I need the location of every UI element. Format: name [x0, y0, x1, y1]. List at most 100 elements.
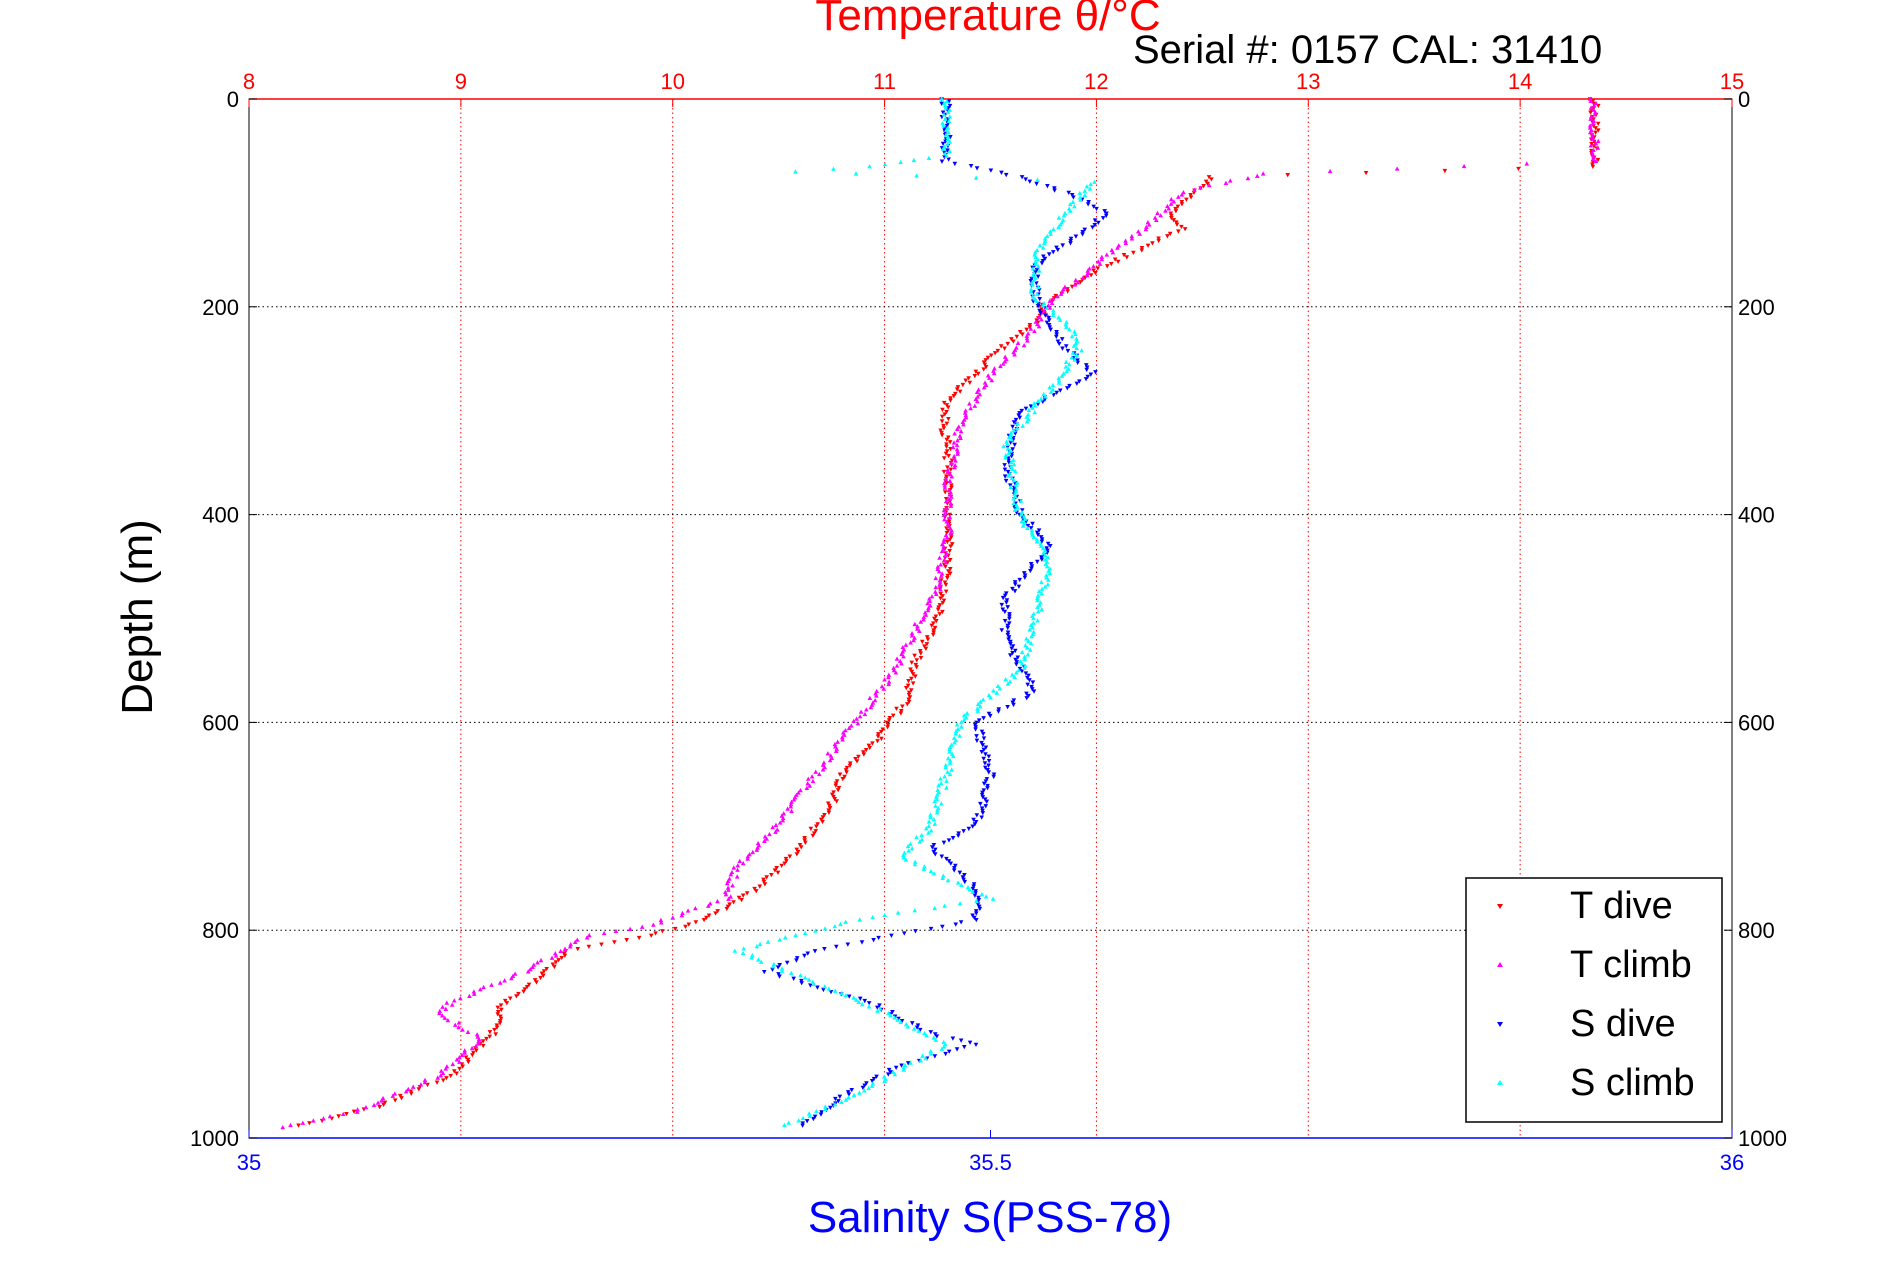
data-point	[983, 382, 989, 387]
data-point	[1188, 195, 1194, 200]
data-point	[1077, 195, 1083, 200]
data-point	[945, 769, 950, 774]
data-point	[1013, 487, 1019, 492]
data-point	[932, 821, 938, 826]
data-point	[1595, 121, 1601, 126]
data-point	[1025, 645, 1030, 650]
data-point	[914, 665, 919, 670]
data-point	[405, 1086, 411, 1092]
data-point	[1054, 332, 1059, 337]
data-point	[948, 567, 953, 572]
data-point	[745, 856, 750, 861]
data-point	[1040, 245, 1046, 250]
data-point	[1057, 388, 1063, 393]
data-point	[931, 630, 936, 635]
data-point	[914, 834, 919, 840]
data-point	[612, 940, 617, 945]
data-point	[980, 808, 985, 813]
data-point	[1075, 358, 1080, 363]
data-point	[1039, 579, 1044, 585]
data-point	[957, 389, 963, 394]
data-point	[1020, 423, 1026, 428]
data-point	[1588, 116, 1594, 121]
data-point	[437, 1008, 443, 1014]
data-point	[1019, 649, 1025, 655]
data-point	[876, 732, 881, 737]
data-point	[460, 1027, 465, 1032]
data-point	[779, 863, 784, 869]
data-point	[1201, 184, 1206, 189]
data-point	[1590, 156, 1596, 161]
data-point	[1004, 598, 1010, 603]
data-point	[379, 1098, 384, 1103]
data-point	[941, 544, 946, 549]
data-point	[939, 159, 945, 164]
data-point	[1054, 390, 1060, 396]
data-point	[947, 747, 952, 752]
data-point	[1588, 143, 1594, 148]
data-point	[1588, 105, 1594, 110]
data-point	[942, 483, 948, 488]
data-point	[1056, 224, 1061, 229]
data-point	[886, 1010, 891, 1016]
data-point	[1285, 173, 1291, 178]
data-point	[440, 1078, 446, 1083]
data-point	[1121, 253, 1127, 258]
data-point	[1029, 280, 1035, 285]
data-point	[1003, 172, 1009, 178]
data-point	[457, 1066, 462, 1072]
data-point	[944, 481, 949, 486]
data-point	[804, 785, 810, 791]
data-point	[489, 982, 494, 987]
data-point	[1070, 199, 1076, 204]
data-point	[1017, 411, 1022, 416]
data-point	[1013, 482, 1019, 487]
data-point	[1176, 229, 1181, 234]
data-point	[1015, 655, 1021, 660]
data-point	[998, 363, 1003, 369]
data-point	[1078, 197, 1083, 202]
data-point	[1144, 224, 1149, 229]
data-point	[1059, 373, 1065, 378]
data-point	[942, 485, 948, 490]
data-point	[1042, 584, 1048, 589]
data-point	[686, 922, 692, 927]
data-point	[575, 946, 581, 952]
data-point	[470, 1053, 475, 1058]
data-point	[1090, 225, 1095, 230]
data-point	[442, 1015, 448, 1020]
data-point	[1063, 322, 1069, 327]
data-point	[967, 887, 972, 892]
data-point	[945, 109, 951, 115]
data-point	[449, 1002, 455, 1007]
data-point	[1085, 268, 1091, 273]
data-point	[833, 748, 839, 754]
data-point	[953, 922, 959, 927]
data-point	[991, 772, 997, 777]
data-point	[931, 817, 937, 822]
data-point	[1034, 247, 1040, 253]
data-point	[874, 1074, 879, 1079]
data-point	[484, 1036, 489, 1042]
data-point	[1087, 266, 1092, 271]
data-point	[856, 999, 862, 1004]
data-point	[949, 485, 954, 490]
data-point	[1045, 577, 1051, 582]
data-point	[917, 839, 923, 844]
data-point	[957, 433, 963, 438]
data-point	[1033, 259, 1038, 264]
data-point	[756, 957, 761, 962]
data-point	[1587, 96, 1593, 101]
data-point	[970, 886, 976, 892]
data-point	[923, 826, 929, 831]
data-point	[749, 955, 754, 960]
data-point	[1032, 328, 1037, 334]
data-point	[1046, 252, 1052, 257]
data-point	[928, 868, 934, 874]
data-point	[915, 1023, 921, 1028]
data-point	[829, 792, 835, 797]
data-point	[1008, 430, 1014, 435]
data-point	[972, 722, 978, 728]
data-point	[1031, 616, 1036, 621]
data-point	[731, 900, 736, 905]
